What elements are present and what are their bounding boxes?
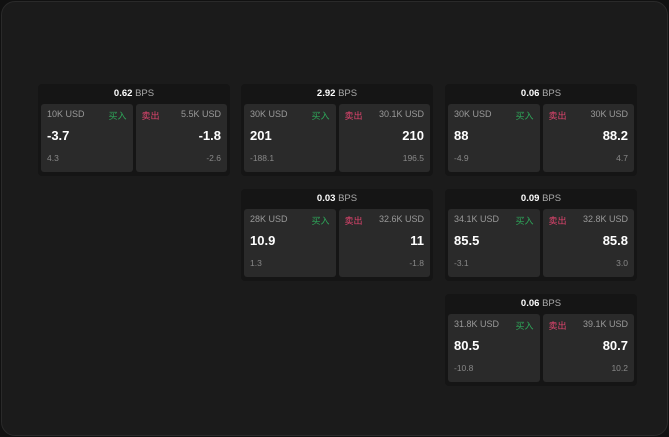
buy-price: 80.5 [454, 338, 480, 353]
buy-size: 30K USD [454, 109, 492, 119]
buy-price: 10.9 [250, 233, 276, 248]
sell-change: 196.5 [402, 153, 424, 163]
sell-change: 4.7 [616, 153, 628, 163]
sell-price: 80.7 [602, 338, 628, 353]
sell-price: 88.2 [602, 128, 628, 143]
buy-change: -188.1 [250, 153, 275, 163]
spread-value: 0.06 [520, 88, 540, 99]
spread-unit: BPS [542, 298, 562, 309]
sell-label: 卖出 [344, 111, 363, 121]
sell-change: -2.6 [206, 153, 221, 163]
spread-value: 0.06 [520, 298, 540, 309]
buy-size: 10K USD [47, 109, 85, 119]
buy-price: 88 [454, 128, 469, 143]
sell-label: 卖出 [548, 321, 567, 331]
quote-card: 2.92 BPS 30K USD 买入 201 -188.1 卖出 30.1K … [241, 84, 433, 176]
buy-price: -3.7 [47, 128, 70, 143]
spread-header: 0.06 BPS [445, 84, 637, 104]
sell-price: 85.8 [602, 233, 628, 248]
sell-price: 210 [402, 128, 424, 143]
buy-price: 201 [250, 128, 272, 143]
sell-cell[interactable]: 卖出 32.6K USD 11 -1.8 [338, 209, 430, 277]
spread-value: 0.62 [113, 88, 133, 99]
buy-label: 买入 [515, 216, 534, 226]
sell-change: -1.8 [409, 258, 424, 268]
buy-label: 买入 [108, 111, 127, 121]
sell-cell[interactable]: 卖出 32.8K USD 85.8 3.0 [542, 209, 634, 277]
sell-label: 卖出 [548, 111, 567, 121]
buy-label: 买入 [515, 321, 534, 331]
spread-unit: BPS [338, 193, 358, 204]
sell-price: 11 [410, 233, 424, 248]
buy-change: -10.8 [454, 363, 474, 373]
spread-value: 0.03 [316, 193, 336, 204]
quote-card: 0.09 BPS 34.1K USD 买入 85.5 -3.1 卖出 32.8K… [445, 189, 637, 281]
sell-label: 卖出 [344, 216, 363, 226]
buy-size: 30K USD [250, 109, 288, 119]
spread-header: 0.06 BPS [445, 294, 637, 314]
sell-size: 39.1K USD [582, 319, 628, 329]
sell-cell[interactable]: 卖出 5.5K USD -1.8 -2.6 [135, 104, 227, 172]
sell-size: 32.6K USD [378, 214, 424, 224]
buy-cell[interactable]: 30K USD 买入 88 -4.9 [448, 104, 540, 172]
sell-cell[interactable]: 卖出 30K USD 88.2 4.7 [542, 104, 634, 172]
spread-unit: BPS [542, 193, 562, 204]
buy-change: -4.9 [454, 153, 469, 163]
sell-size: 30K USD [590, 109, 628, 119]
buy-label: 买入 [515, 111, 534, 121]
quote-card: 0.03 BPS 28K USD 买入 10.9 1.3 卖出 32.6K US… [241, 189, 433, 281]
sell-change: 10.2 [611, 363, 628, 373]
sell-label: 卖出 [141, 111, 160, 121]
sell-change: 3.0 [616, 258, 628, 268]
buy-cell[interactable]: 34.1K USD 买入 85.5 -3.1 [448, 209, 540, 277]
buy-cell[interactable]: 10K USD 买入 -3.7 4.3 [41, 104, 133, 172]
quote-card: 0.06 BPS 30K USD 买入 88 -4.9 卖出 30K USD 8… [445, 84, 637, 176]
sell-label: 卖出 [548, 216, 567, 226]
spread-value: 2.92 [316, 88, 336, 99]
sell-size: 30.1K USD [378, 109, 424, 119]
spread-header: 0.62 BPS [38, 84, 230, 104]
buy-change: -3.1 [454, 258, 469, 268]
buy-label: 买入 [311, 216, 330, 226]
quote-card: 0.62 BPS 10K USD 买入 -3.7 4.3 卖出 5.5K USD… [38, 84, 230, 176]
sell-size: 5.5K USD [180, 109, 221, 119]
buy-change: 4.3 [47, 153, 59, 163]
spread-header: 0.09 BPS [445, 189, 637, 209]
spread-header: 0.03 BPS [241, 189, 433, 209]
sell-cell[interactable]: 卖出 30.1K USD 210 196.5 [338, 104, 430, 172]
spread-unit: BPS [135, 88, 155, 99]
spread-unit: BPS [338, 88, 358, 99]
quote-card: 0.06 BPS 31.8K USD 买入 80.5 -10.8 卖出 39.1… [445, 294, 637, 386]
buy-cell[interactable]: 31.8K USD 买入 80.5 -10.8 [448, 314, 540, 382]
buy-change: 1.3 [250, 258, 262, 268]
buy-cell[interactable]: 28K USD 买入 10.9 1.3 [244, 209, 336, 277]
buy-size: 31.8K USD [454, 319, 500, 329]
sell-size: 32.8K USD [582, 214, 628, 224]
spread-unit: BPS [542, 88, 562, 99]
buy-price: 85.5 [454, 233, 480, 248]
buy-label: 买入 [311, 111, 330, 121]
spread-header: 2.92 BPS [241, 84, 433, 104]
spread-value: 0.09 [520, 193, 540, 204]
sell-cell[interactable]: 卖出 39.1K USD 80.7 10.2 [542, 314, 634, 382]
buy-cell[interactable]: 30K USD 买入 201 -188.1 [244, 104, 336, 172]
buy-size: 28K USD [250, 214, 288, 224]
sell-price: -1.8 [198, 128, 221, 143]
buy-size: 34.1K USD [454, 214, 500, 224]
